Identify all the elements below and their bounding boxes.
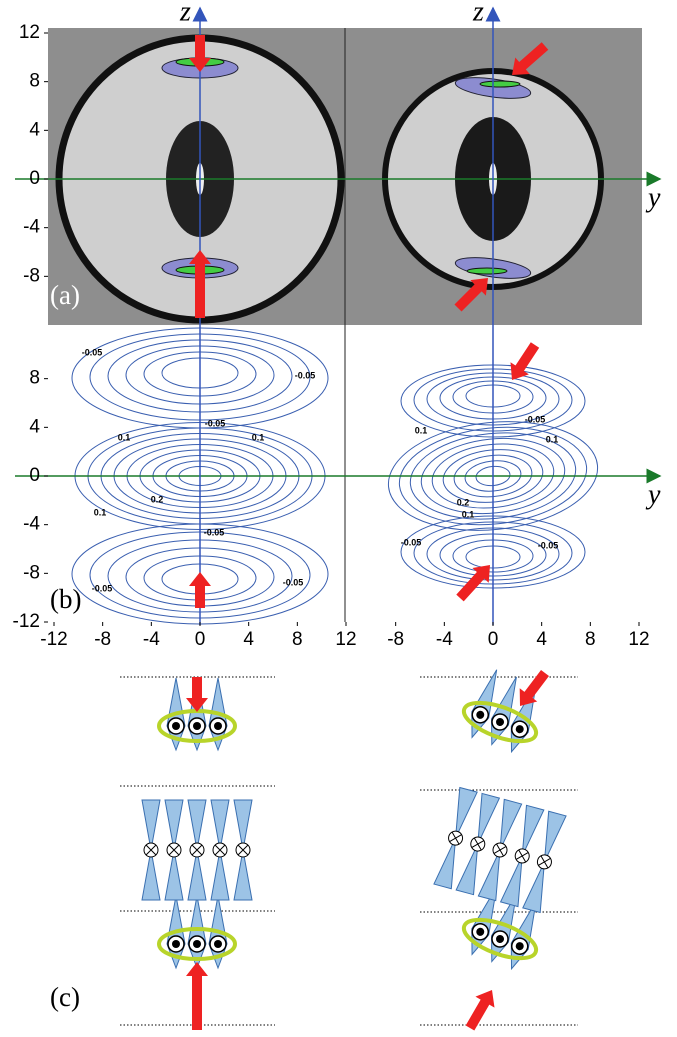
y-tick-label: 0: [488, 629, 499, 650]
contour-label: 0.1: [94, 507, 107, 517]
schematic: [120, 664, 578, 1025]
hourglass-group: [434, 787, 566, 912]
z-tick-label: -12: [13, 611, 40, 632]
contour-label: 0.2: [151, 494, 164, 504]
z-tick-label: 0: [29, 465, 40, 486]
z-tick-label: -8: [23, 265, 40, 286]
contour-label: -0.05: [283, 577, 304, 587]
contour-label: -0.05: [525, 414, 546, 424]
blob: [467, 268, 507, 274]
y-tick-label: 8: [292, 629, 303, 650]
contour-label: -0.05: [401, 537, 422, 547]
site-dot: [172, 722, 180, 730]
panel-label: (b): [50, 584, 81, 614]
contour-label: 0.1: [118, 432, 131, 442]
figure: z z y y (a) (b) (c) 12840-4-8840-4-8-12-…: [0, 0, 677, 1032]
contour-label: 0.1: [252, 432, 265, 442]
contour-label: -0.05: [538, 540, 559, 550]
page: {"axes": {"z_label": "z", "y_label": "y"…: [0, 0, 677, 1032]
z-tick-label: 8: [29, 368, 40, 389]
y-tick-label: -4: [436, 629, 453, 650]
y-tick-label: 4: [243, 629, 254, 650]
y-tick-label: 12: [335, 629, 356, 650]
contour-label: 0.1: [546, 434, 559, 444]
contour-label: -0.05: [92, 583, 113, 593]
z-tick-label: 4: [29, 119, 40, 140]
molecule-group: [159, 896, 235, 968]
panel-label: (c): [50, 982, 80, 1012]
contour-label: -0.05: [205, 418, 226, 428]
red-arrow: [189, 572, 211, 608]
y-tick-label: -8: [387, 629, 404, 650]
z-label: z: [179, 0, 191, 27]
z-tick-label: 8: [29, 71, 40, 92]
contour-label: -0.05: [82, 347, 103, 357]
red-arrow: [186, 962, 208, 1030]
y-tick-label: 8: [585, 629, 596, 650]
contour-label: 0.1: [462, 509, 475, 519]
contour-label: 0.1: [415, 425, 428, 435]
z-tick-label: 4: [29, 416, 40, 437]
red-arrow: [503, 339, 544, 386]
contour-label: 0.2: [457, 497, 470, 507]
y-tick-label: 12: [628, 629, 649, 650]
contour-label: -0.05: [295, 370, 316, 380]
z-label: z: [472, 0, 484, 27]
z-tick-label: 12: [19, 22, 40, 43]
y-tick-label: 0: [195, 629, 206, 650]
y-tick-label: -4: [143, 629, 160, 650]
z-tick-label: -4: [23, 514, 40, 535]
site-dot: [193, 722, 201, 730]
z-tick-label: 0: [29, 168, 40, 189]
y-tick-label: -12: [40, 629, 67, 650]
y-label: y: [645, 182, 661, 213]
hourglass-group: [142, 800, 252, 900]
y-label: y: [645, 479, 661, 510]
blob: [480, 81, 520, 87]
site-dot: [214, 940, 222, 948]
red-arrow: [186, 677, 208, 712]
contour-label: -0.05: [204, 527, 225, 537]
z-tick-label: -4: [23, 217, 40, 238]
site-dot: [214, 722, 222, 730]
site-dot: [193, 940, 201, 948]
panel-label: (a): [50, 280, 80, 310]
y-tick-label: 4: [536, 629, 547, 650]
site-dot: [172, 940, 180, 948]
y-tick-label: -8: [94, 629, 111, 650]
z-tick-label: -8: [23, 562, 40, 583]
